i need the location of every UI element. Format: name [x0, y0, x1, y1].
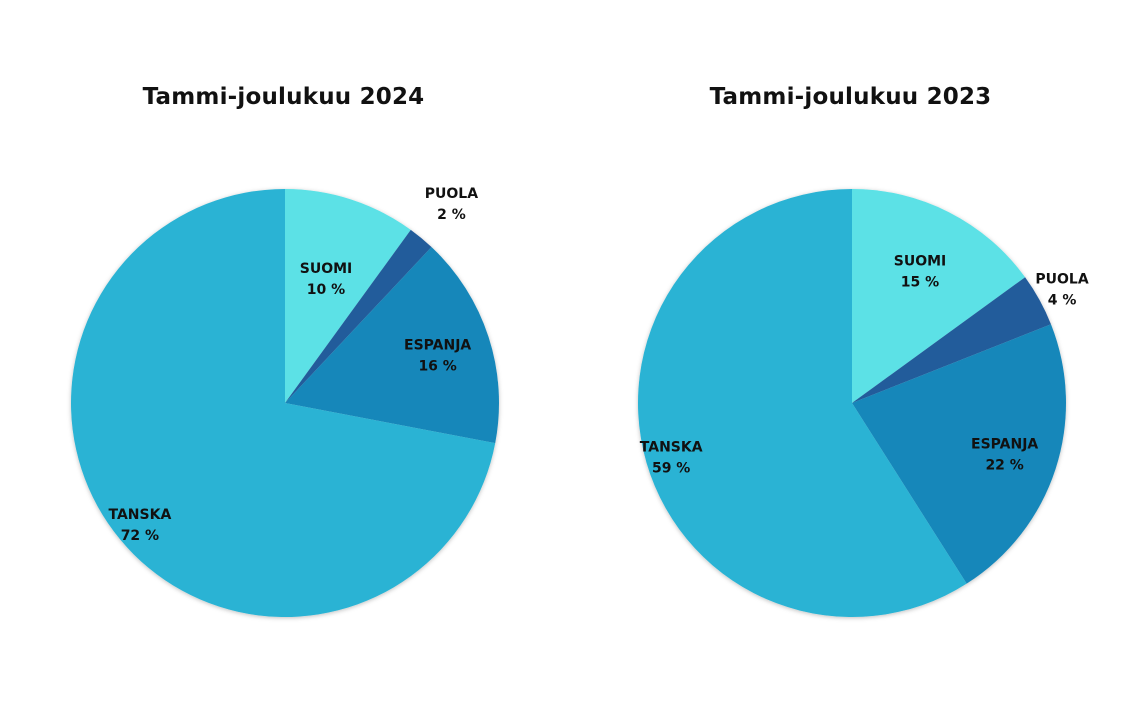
slice-value-tanska-2023: 59 %: [652, 461, 690, 477]
slice-label-puola-2024: PUOLA: [425, 186, 478, 202]
slice-value-suomi-2023: 15 %: [901, 275, 939, 291]
chart-title-2024: Tammi-joulukuu 2024: [142, 84, 425, 110]
chart-title-2023: Tammi-joulukuu 2023: [709, 84, 992, 110]
slice-label-espanja-2024: ESPANJA: [404, 337, 471, 353]
pie-slice-espanja-2023: [852, 324, 1066, 584]
pie-slice-espanja-2024: [285, 247, 499, 444]
slice-value-puola-2024: 2 %: [437, 207, 466, 223]
slice-value-espanja-2024: 16 %: [418, 358, 456, 374]
slice-value-suomi-2024: 10 %: [307, 282, 345, 298]
pie-slice-puola-2024: [285, 229, 432, 403]
slice-label-espanja-2023: ESPANJA: [971, 437, 1038, 453]
slice-label-tanska-2023: TANSKA: [640, 440, 703, 456]
pie-slice-suomi-2024: [285, 189, 411, 403]
pie-chart-2024: SUOMI 10 % PUOLA 2 % ESPANJA 16 % TANSKA 72 %: [70, 186, 499, 618]
pie-chart-2023: SUOMI 15 % PUOLA 4 % ESPANJA 22 % TANSKA 59 %: [637, 189, 1089, 617]
slice-value-tanska-2024: 72 %: [121, 528, 159, 544]
chart-2024: Tammi-joulukuu 2024 SUOMI 10 % PUOLA 2 % ESP…: [70, 84, 499, 618]
pie-slice-tanska-2024: [70, 189, 496, 618]
pie-slice-puola-2023: [852, 277, 1051, 403]
pie-slices: [70, 189, 499, 618]
pie-slice-suomi-2023: [852, 189, 1026, 403]
slice-label-suomi-2024: SUOMI: [300, 261, 353, 277]
slice-value-puola-2023: 4 %: [1048, 293, 1077, 309]
slice-label-suomi-2023: SUOMI: [894, 254, 947, 270]
pie-slices: [637, 189, 1066, 617]
slice-label-puola-2023: PUOLA: [1035, 272, 1088, 288]
pie-slice-tanska-2023: [637, 189, 967, 617]
chart-2023: Tammi-joulukuu 2023 SUOMI 15 % PUOLA 4 % ESP…: [567, 0, 1134, 720]
slice-label-tanska-2024: TANSKA: [109, 507, 172, 523]
slice-value-espanja-2023: 22 %: [985, 458, 1023, 474]
